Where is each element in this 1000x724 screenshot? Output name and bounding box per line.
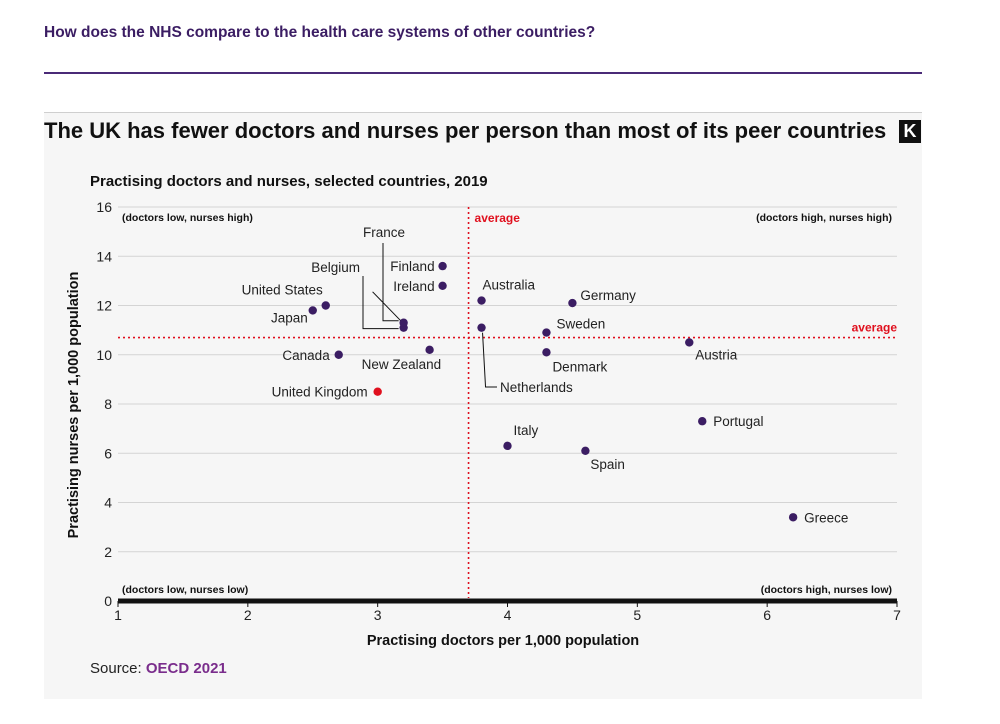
label-finland: Finland <box>390 259 434 274</box>
label-germany: Germany <box>580 288 636 303</box>
point-germany <box>568 298 577 308</box>
leader-line-ireland-belgium <box>372 291 402 323</box>
point-ireland <box>438 281 447 290</box>
label-united-kingdom: United Kingdom <box>272 385 368 400</box>
y-tick-label-0: 0 <box>104 593 112 609</box>
label-leader-lines <box>362 243 497 388</box>
point-canada <box>334 350 343 359</box>
point-new-zealand <box>425 345 434 355</box>
label-sweden: Sweden <box>556 317 605 332</box>
source-note: Source: OECD 2021 <box>90 660 227 677</box>
label-france: France <box>363 225 405 240</box>
label-united-states: United States <box>242 283 323 298</box>
y-tick-label-10: 10 <box>96 347 112 363</box>
quadrant-label-top-right: (doctors high, nurses high) <box>756 212 892 224</box>
source-link[interactable]: OECD 2021 <box>145 660 227 677</box>
label-spain: Spain <box>590 457 625 472</box>
point-netherlands <box>477 323 486 332</box>
y-tick-label-14: 14 <box>96 248 112 264</box>
label-canada: Canada <box>282 348 330 363</box>
data-points <box>308 261 798 522</box>
point-spain <box>581 446 590 455</box>
point-finland <box>438 261 447 271</box>
point-sweden <box>542 328 551 337</box>
source-label: Source: <box>90 660 142 677</box>
y-axis-title: Practising nurses per 1,000 population <box>66 272 82 539</box>
point-united-kingdom <box>373 387 382 396</box>
label-denmark: Denmark <box>552 359 607 374</box>
point-denmark <box>542 348 551 357</box>
quadrant-label-top-left: (doctors low, nurses high) <box>122 212 253 224</box>
y-tick-label-2: 2 <box>104 544 112 560</box>
y-tick-label-12: 12 <box>96 298 112 314</box>
label-japan: Japan <box>271 310 308 325</box>
x-tick-label-7: 7 <box>893 607 901 623</box>
leader-line-france <box>382 243 399 322</box>
y-tick-label-16: 16 <box>96 199 112 215</box>
point-australia <box>477 296 486 305</box>
point-united-states <box>321 301 330 310</box>
label-austria: Austria <box>695 347 738 362</box>
label-australia: Australia <box>483 278 536 293</box>
label-ireland: Ireland <box>393 279 434 294</box>
brand-logo: K <box>899 120 921 143</box>
point-japan <box>308 306 317 315</box>
y-tick-label-4: 4 <box>104 495 112 511</box>
label-netherlands: Netherlands <box>500 380 573 395</box>
y-tick-label-6: 6 <box>104 445 112 461</box>
x-tick-label-1: 1 <box>114 607 122 623</box>
header-rule <box>44 72 922 74</box>
chart-subtitle: Practising doctors and nurses, selected … <box>90 173 488 190</box>
chart-headline: The UK has fewer doctors and nurses per … <box>44 118 887 143</box>
point-austria <box>685 338 694 347</box>
label-italy: Italy <box>514 423 539 438</box>
page-question: How does the NHS compare to the health c… <box>44 24 596 41</box>
x-tick-label-5: 5 <box>633 607 641 623</box>
x-tick-label-4: 4 <box>504 607 512 623</box>
point-greece <box>788 513 798 522</box>
point-italy <box>503 441 512 451</box>
label-new-zealand: New Zealand <box>362 357 442 372</box>
leader-line-belgium <box>362 276 399 330</box>
average-label-x: average <box>475 211 521 225</box>
label-belgium: Belgium <box>311 260 360 275</box>
y-tick-label-8: 8 <box>104 396 112 412</box>
average-label-y: average <box>852 321 898 335</box>
quadrant-label-bottom-left: (doctors low, nurses low) <box>122 584 248 596</box>
label-portugal: Portugal <box>713 414 763 429</box>
point-labels: (doctors low, nurses high) (doctors high,… <box>122 212 892 596</box>
grid-lines <box>118 206 897 553</box>
label-greece: Greece <box>804 510 848 525</box>
quadrant-label-bottom-right: (doctors high, nurses low) <box>761 584 892 596</box>
point-france <box>399 318 408 327</box>
x-tick-label-2: 2 <box>244 607 252 623</box>
point-portugal <box>698 417 707 426</box>
x-tick-label-3: 3 <box>374 607 382 623</box>
x-axis-title: Practising doctors per 1,000 population <box>367 633 639 649</box>
average-lines: average average <box>118 207 897 598</box>
leader-line-netherlands <box>482 332 497 388</box>
x-tick-label-6: 6 <box>763 607 771 623</box>
